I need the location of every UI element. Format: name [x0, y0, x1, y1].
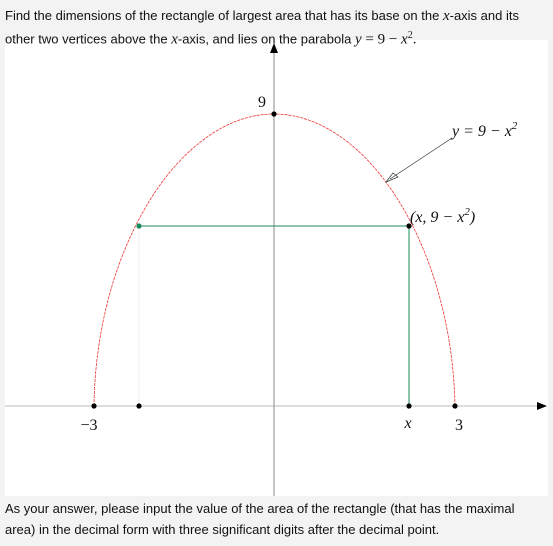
figure: 9 y = 9 − x2 (x, 9 − x2) −3 x 3	[5, 40, 548, 496]
label: 9	[258, 94, 266, 111]
point	[91, 403, 97, 409]
math-exponent: 2	[407, 30, 413, 41]
math: .	[412, 31, 417, 48]
label: −3	[80, 417, 97, 434]
question-text: Find the dimensions of the rectangle of …	[5, 8, 443, 23]
question: Find the dimensions of the rectangle of …	[0, 0, 553, 47]
math: = 9 −	[361, 31, 402, 48]
label-text: y = 9 − x	[450, 123, 512, 140]
point	[271, 111, 277, 117]
label-text: )	[469, 209, 475, 226]
point	[136, 223, 142, 229]
label-exponent: 2	[512, 120, 518, 132]
math: x	[171, 31, 178, 48]
footer-text: As your answer, please input the value o…	[5, 501, 515, 537]
math: x	[401, 31, 408, 48]
label: 3	[455, 417, 463, 434]
point	[452, 403, 458, 409]
question-text: -axis and its other two vertices above t…	[5, 8, 519, 47]
points	[91, 111, 458, 409]
label: y = 9 − x2	[450, 120, 518, 140]
point	[136, 403, 142, 409]
label-exponent: 2	[464, 206, 470, 218]
math: y	[354, 31, 362, 48]
point	[406, 403, 412, 409]
label: (x, 9 − x2)	[410, 206, 475, 226]
point	[406, 223, 412, 229]
math: x	[442, 8, 450, 24]
footer: As your answer, please input the value o…	[0, 496, 553, 540]
pointer	[389, 137, 453, 180]
pointer-head	[384, 172, 399, 183]
label-text: (x, 9 − x	[410, 209, 464, 226]
question-text: -axis, and lies on the parabola	[177, 31, 355, 47]
label: x	[403, 415, 411, 432]
